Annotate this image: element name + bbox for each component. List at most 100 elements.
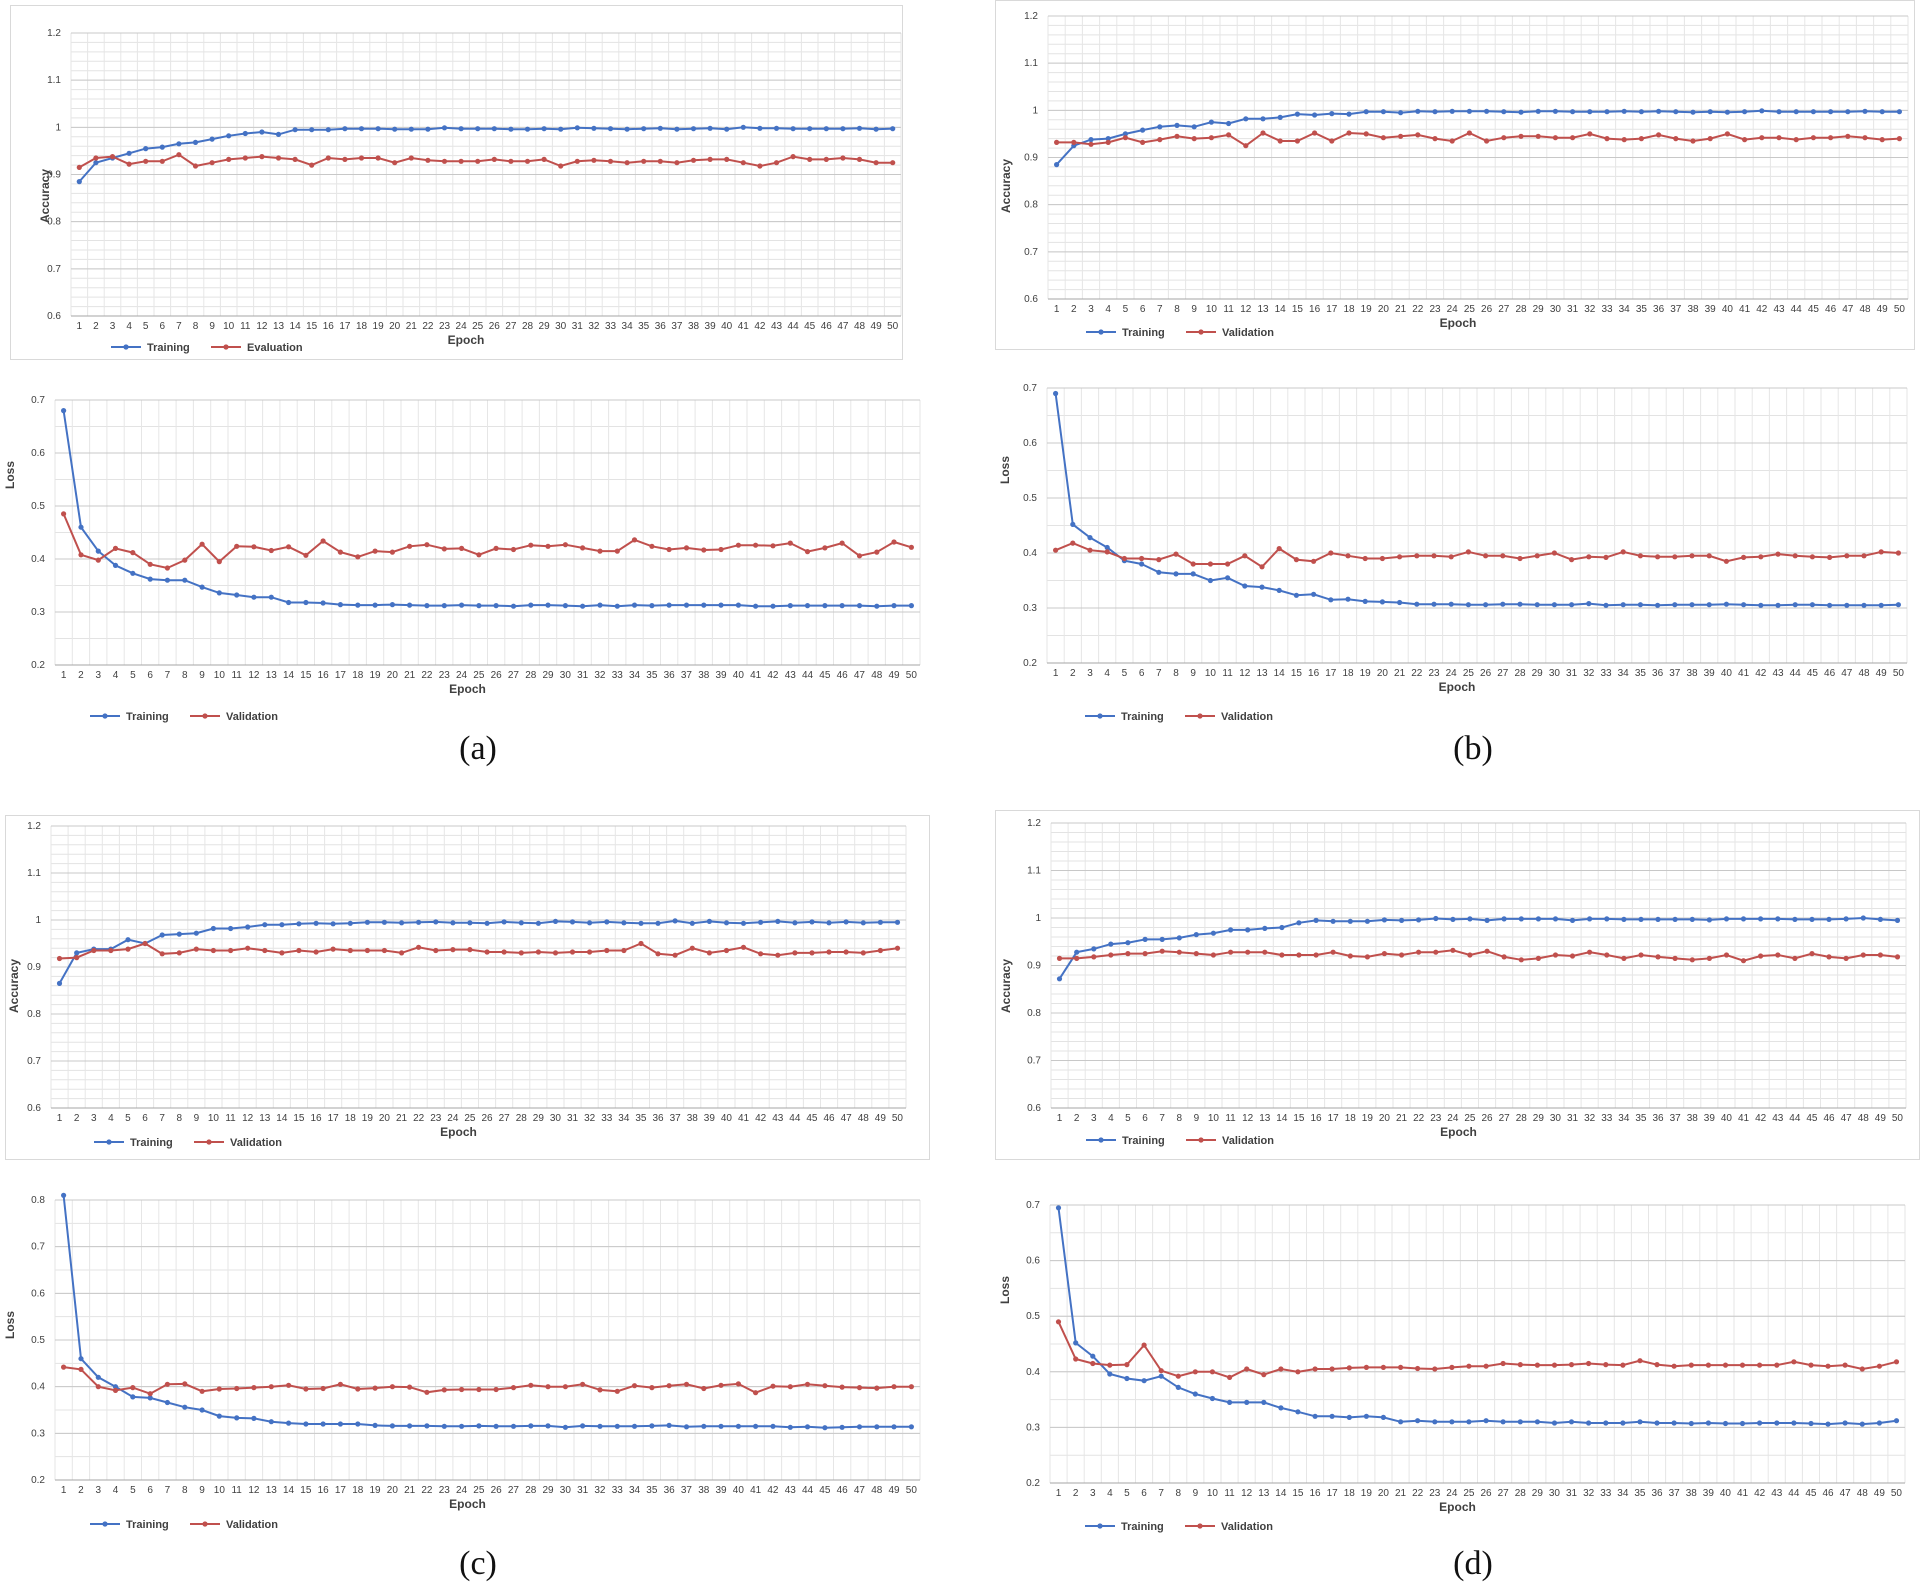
data-point bbox=[355, 554, 361, 560]
x-tick-label: 37 bbox=[670, 1113, 682, 1124]
x-tick-label: 46 bbox=[1824, 668, 1836, 679]
data-point bbox=[758, 919, 764, 925]
legend-item: Training bbox=[111, 342, 190, 354]
data-point bbox=[1705, 1420, 1711, 1426]
legend-label: Training bbox=[147, 342, 190, 354]
x-tick-label: 21 bbox=[1395, 1488, 1407, 1499]
x-tick-label: 37 bbox=[671, 321, 683, 332]
x-tick-label: 32 bbox=[588, 321, 600, 332]
legend-label: Training bbox=[1122, 327, 1165, 339]
data-point bbox=[657, 158, 663, 164]
x-tick-label: 32 bbox=[584, 1113, 596, 1124]
data-point bbox=[108, 947, 114, 954]
caption-a: (a) bbox=[459, 730, 497, 767]
x-tick-label: 2 bbox=[74, 1113, 80, 1124]
data-point bbox=[1877, 952, 1883, 958]
data-point bbox=[545, 1384, 551, 1390]
data-point bbox=[1638, 136, 1644, 142]
data-point bbox=[1070, 540, 1076, 546]
data-point bbox=[143, 146, 149, 152]
data-point bbox=[109, 154, 116, 160]
y-tick-label: 0.3 bbox=[31, 1428, 45, 1439]
x-tick-label: 27 bbox=[508, 1485, 520, 1496]
chart-c-accuracy: 0.6 0.7 0.8 0.9 1 1.1 1.2 1 2 3 4 5 6 7 8 9 10 11 12 13 14 15… bbox=[5, 815, 930, 1160]
data-point bbox=[501, 919, 507, 925]
x-tick-label: 3 bbox=[1090, 1488, 1096, 1499]
data-point bbox=[604, 947, 610, 954]
data-point bbox=[1158, 1368, 1164, 1374]
chart-b-loss: 0.2 0.3 0.4 0.5 0.6 0.7 1 2 3 4 5 6 7 8 9 10 11 12 13 14 15 1… bbox=[995, 380, 1915, 730]
x-tick-label: 42 bbox=[767, 670, 779, 681]
x-tick-label: 14 bbox=[283, 670, 295, 681]
y-tick-label: 0.6 bbox=[1023, 438, 1037, 449]
data-point bbox=[1895, 602, 1901, 608]
data-point bbox=[552, 950, 559, 956]
data-point bbox=[1088, 141, 1094, 147]
data-point bbox=[1329, 111, 1335, 117]
x-tick-label: 20 bbox=[389, 321, 401, 332]
data-point bbox=[804, 1424, 811, 1430]
data-point bbox=[159, 951, 165, 957]
data-point bbox=[1843, 955, 1849, 961]
data-point bbox=[840, 126, 846, 132]
data-point bbox=[826, 920, 832, 926]
data-point bbox=[735, 602, 742, 608]
data-point bbox=[1122, 135, 1128, 141]
x-tick-label: 2 bbox=[1074, 1113, 1080, 1124]
x-tick-label: 14 bbox=[1275, 304, 1287, 315]
data-point bbox=[1671, 1420, 1677, 1426]
x-tick-label: 36 bbox=[1652, 668, 1664, 679]
x-tick-label: 42 bbox=[1755, 1113, 1767, 1124]
legend-item: Training bbox=[94, 1137, 173, 1149]
data-point bbox=[416, 944, 422, 950]
data-point bbox=[1260, 116, 1266, 122]
x-tick-label: 9 bbox=[1193, 1488, 1199, 1499]
x-tick-label: 28 bbox=[525, 1485, 537, 1496]
x-tick-label: 24 bbox=[1447, 1113, 1459, 1124]
data-point bbox=[1071, 139, 1077, 145]
data-point bbox=[1655, 554, 1661, 560]
data-point bbox=[1774, 1420, 1780, 1426]
x-tick-label: 17 bbox=[339, 321, 351, 332]
data-point bbox=[95, 1384, 101, 1390]
x-tick-label: 3 bbox=[95, 1485, 101, 1496]
x-tick-label: 20 bbox=[1379, 1113, 1391, 1124]
x-tick-label: 44 bbox=[789, 1113, 801, 1124]
series-validation bbox=[1053, 540, 1901, 570]
data-point bbox=[1825, 1421, 1831, 1427]
data-point bbox=[1054, 162, 1060, 168]
data-point bbox=[1534, 553, 1540, 559]
x-tick-label: 17 bbox=[1328, 1113, 1340, 1124]
data-point bbox=[1225, 561, 1231, 567]
data-point bbox=[690, 157, 697, 163]
y-tick-label: 0.6 bbox=[1024, 294, 1038, 305]
data-point bbox=[624, 160, 630, 166]
series-line bbox=[59, 942, 898, 960]
x-axis-title: Epoch bbox=[440, 1125, 477, 1139]
data-point bbox=[1278, 1366, 1284, 1372]
data-point bbox=[1398, 1364, 1404, 1370]
data-point bbox=[1842, 1420, 1848, 1426]
x-tick-label: 5 bbox=[130, 1485, 136, 1496]
x-tick-label: 31 bbox=[1566, 1488, 1578, 1499]
data-point bbox=[389, 549, 395, 555]
x-tick-label: 3 bbox=[110, 321, 116, 332]
x-tick-label: 27 bbox=[508, 670, 520, 681]
data-point bbox=[458, 158, 464, 164]
data-point bbox=[701, 1385, 707, 1392]
x-tick-label: 50 bbox=[906, 1485, 918, 1496]
data-point bbox=[1810, 109, 1816, 115]
data-point bbox=[1637, 602, 1643, 608]
series-validation bbox=[1054, 130, 1902, 149]
x-tick-label: 47 bbox=[1841, 668, 1853, 679]
data-point bbox=[775, 952, 781, 958]
legend-item: Training bbox=[1086, 327, 1165, 339]
data-point bbox=[562, 542, 569, 548]
data-point bbox=[199, 1388, 205, 1394]
data-point bbox=[130, 550, 136, 556]
data-point bbox=[1484, 138, 1490, 144]
data-point bbox=[1173, 571, 1179, 577]
x-tick-label: 20 bbox=[1378, 304, 1390, 315]
x-tick-label: 34 bbox=[622, 321, 634, 332]
data-point bbox=[580, 603, 586, 609]
